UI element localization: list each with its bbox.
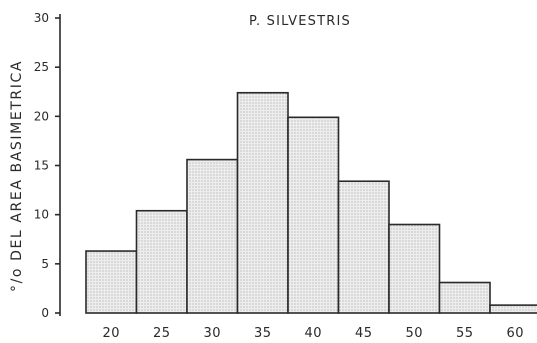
x-tick-30: 30 <box>203 326 221 341</box>
chart-title: P. SILVESTRIS <box>249 14 351 29</box>
bar-35 <box>236 91 289 314</box>
x-tick-20: 20 <box>102 326 120 341</box>
y-tick-15: 15 <box>34 159 49 173</box>
x-tick-labels: 20 25 30 35 40 45 50 55 60 <box>102 326 524 341</box>
y-tick-10: 10 <box>34 208 49 222</box>
y-tick-20: 20 <box>34 109 49 123</box>
y-axis-ticks: 0 5 10 15 20 25 30 <box>34 11 60 320</box>
bar-55 <box>438 281 491 314</box>
bar-25 <box>135 209 188 314</box>
bar-45 <box>337 180 390 314</box>
bar-40 <box>287 116 340 314</box>
y-tick-30: 30 <box>34 11 49 25</box>
bar-20 <box>85 250 138 314</box>
bar-60 <box>489 304 537 314</box>
x-tick-50: 50 <box>405 326 423 341</box>
bar-50 <box>388 223 441 314</box>
x-tick-40: 40 <box>304 326 322 341</box>
bars-group <box>85 91 537 314</box>
x-tick-55: 55 <box>456 326 474 341</box>
bar-30 <box>186 158 239 314</box>
y-axis-label: °/o DEL AREA BASIMETRICA <box>9 60 25 292</box>
x-tick-60: 60 <box>506 326 524 341</box>
x-tick-25: 25 <box>153 326 171 341</box>
y-tick-0: 0 <box>41 306 49 320</box>
x-tick-45: 45 <box>355 326 373 341</box>
y-tick-5: 5 <box>41 257 49 271</box>
y-tick-25: 25 <box>34 60 49 74</box>
x-tick-35: 35 <box>254 326 272 341</box>
